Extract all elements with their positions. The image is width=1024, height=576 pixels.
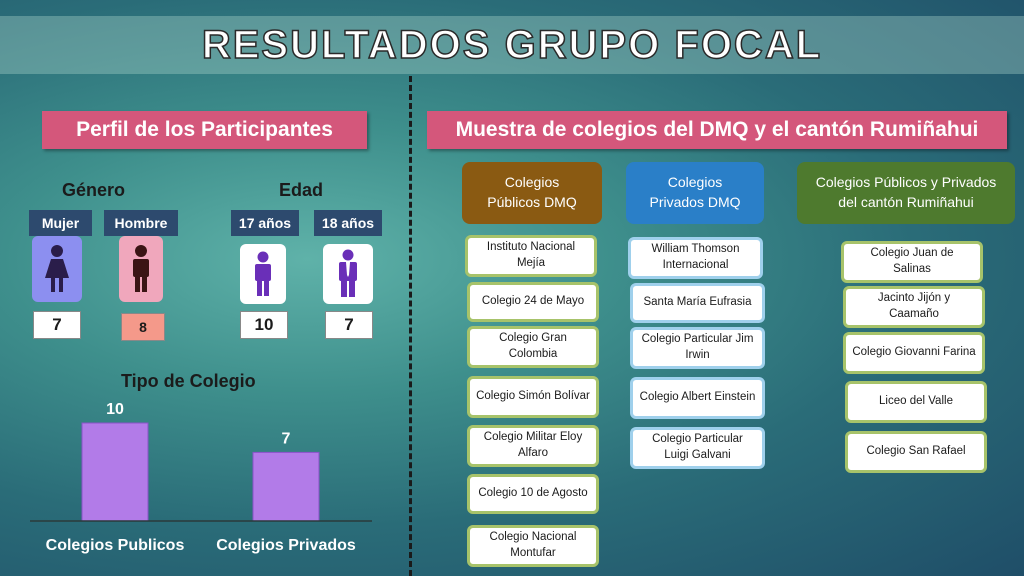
list-item: Jacinto Jijón y Caamaño bbox=[843, 286, 985, 328]
chart-title: Tipo de Colegio bbox=[121, 371, 256, 391]
list-item: Colegio Nacional Montufar bbox=[467, 525, 599, 567]
school-type-chart: 10 7 bbox=[30, 401, 372, 522]
list-item: Instituto Nacional Mejía bbox=[465, 235, 597, 277]
list-item: Colegio Militar Eloy Alfaro bbox=[467, 425, 599, 467]
person-17-icon bbox=[240, 244, 286, 304]
list-item: Colegio Albert Einstein bbox=[630, 377, 765, 419]
page-title: RESULTADOS GRUPO FOCAL bbox=[201, 22, 823, 68]
chart-bar bbox=[252, 451, 320, 522]
list-item: Colegio 10 de Agosto bbox=[467, 474, 599, 514]
col-private-dmq-head: Colegios Privados DMQ bbox=[626, 162, 764, 224]
person-18-icon bbox=[323, 244, 373, 304]
schools-header: Muestra de colegios del DMQ y el cantón … bbox=[427, 111, 1007, 149]
list-item: Colegio Gran Colombia bbox=[467, 326, 599, 368]
col-rumiñahui-title: Colegios Públicos y Privados del cantón … bbox=[815, 174, 997, 210]
participants-header: Perfil de los Participantes bbox=[42, 111, 367, 149]
chart-category-label: Colegios Privados bbox=[216, 537, 356, 554]
age18-count: 7 bbox=[325, 311, 373, 339]
chart-data-label: 10 bbox=[106, 401, 124, 418]
age17-count: 10 bbox=[240, 311, 288, 339]
mujer-count: 7 bbox=[33, 311, 81, 339]
list-item: Colegio 24 de Mayo bbox=[467, 282, 599, 322]
col-private-dmq-title: Colegios Privados DMQ bbox=[649, 174, 741, 210]
list-item: Colegio Juan de Salinas bbox=[841, 241, 983, 283]
list-item: Colegio Particular Jim Irwin bbox=[630, 327, 765, 369]
list-item: Colegio Giovanni Farina bbox=[843, 332, 985, 374]
list-item: Santa María Eufrasia bbox=[630, 283, 765, 323]
male-icon bbox=[119, 236, 163, 302]
list-item: Liceo del Valle bbox=[845, 381, 987, 423]
list-item: Colegio San Rafael bbox=[845, 431, 987, 473]
female-icon bbox=[32, 236, 82, 302]
mujer-tag: Mujer bbox=[29, 210, 92, 236]
col-rumiñahui-head: Colegios Públicos y Privados del cantón … bbox=[797, 162, 1015, 224]
list-item: Colegio Simón Bolívar bbox=[467, 376, 599, 418]
age-label: Edad bbox=[279, 180, 324, 200]
col-public-dmq-head: Colegios Públicos DMQ bbox=[462, 162, 602, 224]
age18-tag: 18 años bbox=[314, 210, 382, 236]
list-item: Colegio Particular Luigi Galvani bbox=[630, 427, 765, 469]
list-item: William Thomson Internacional bbox=[628, 237, 763, 279]
gender-label: Género bbox=[62, 180, 126, 200]
chart-bar bbox=[81, 422, 149, 522]
hombre-count: 8 bbox=[121, 313, 165, 341]
col-public-dmq-title: Colegios Públicos DMQ bbox=[487, 174, 577, 210]
chart-data-label: 7 bbox=[282, 430, 291, 447]
title-band bbox=[0, 16, 1024, 74]
chart-category-label: Colegios Publicos bbox=[45, 537, 185, 554]
age17-tag: 17 años bbox=[231, 210, 299, 236]
hombre-tag: Hombre bbox=[104, 210, 178, 236]
section-divider bbox=[409, 76, 412, 576]
